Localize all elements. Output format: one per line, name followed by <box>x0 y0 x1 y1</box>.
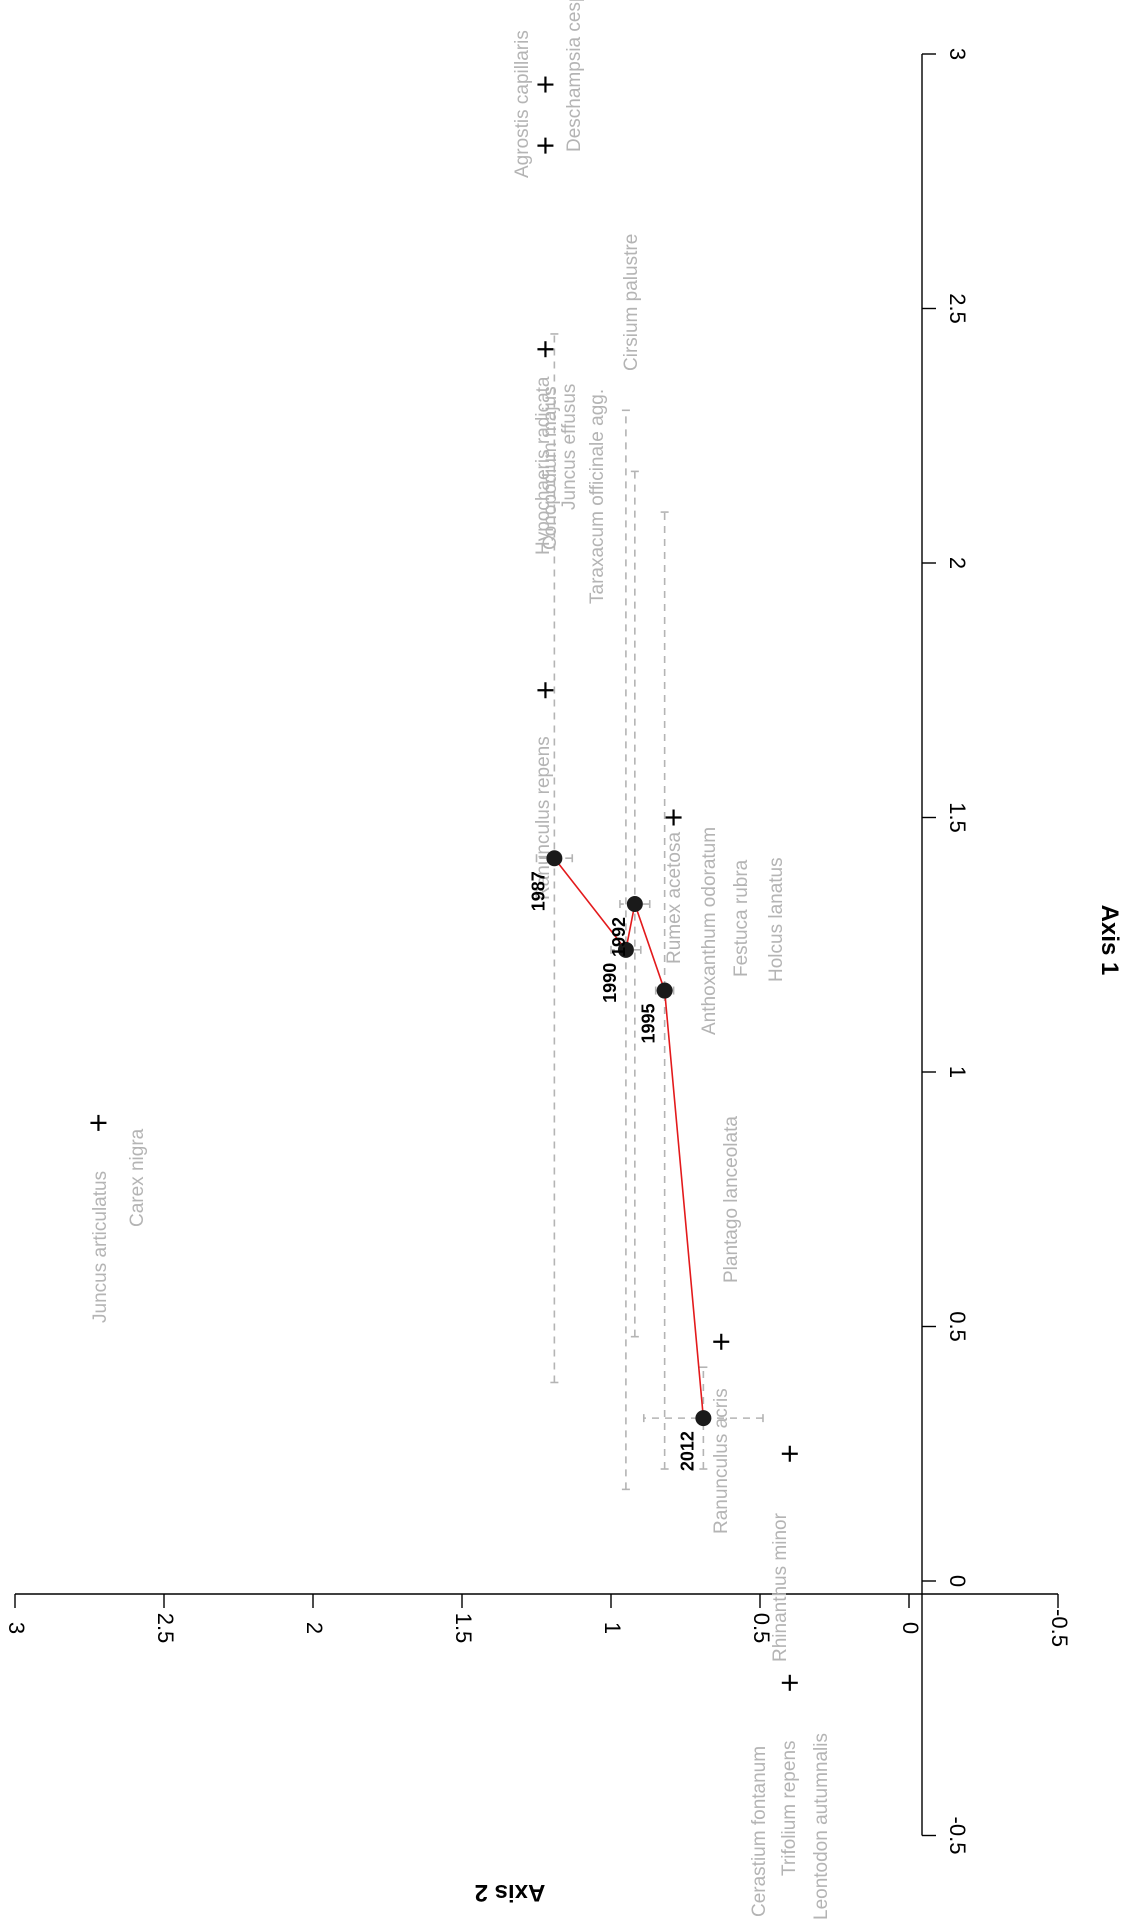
year-point-1995 <box>656 982 673 999</box>
species-label-anthoxanthum-odoratum: Anthoxanthum odoratum <box>699 827 720 1035</box>
year-point-1987 <box>546 850 563 867</box>
x-tick-label: 0 <box>945 1575 970 1587</box>
y-tick-label: 1 <box>600 1622 625 1634</box>
species-label-carex-nigra: Carex nigra <box>127 1128 148 1227</box>
species-label-juncus-articulatus: Juncus articulatus <box>90 1171 111 1323</box>
year-label-1987: 1987 <box>528 871 548 911</box>
y-tick-label: 2.5 <box>153 1613 178 1644</box>
x-tick-label: 2 <box>945 557 970 569</box>
x-tick-label: 1 <box>945 1066 970 1078</box>
year-point-1990 <box>617 941 634 958</box>
species-label-deschampsia-cespitosa: Deschampsia cespitosa <box>564 0 585 152</box>
species-label-rumex-acetosa: Rumex acetosa <box>664 832 685 964</box>
species-label-juncus-effusus: Juncus effusus <box>559 384 580 510</box>
y-tick-label: 0.5 <box>749 1613 774 1644</box>
x-tick-label: 1.5 <box>945 802 970 833</box>
year-point-2012 <box>695 1410 712 1427</box>
species-markers <box>90 76 798 1691</box>
species-label-agrostis-capillaris: Agrostis capillaris <box>512 30 533 178</box>
y-tick-label: 3 <box>4 1622 29 1634</box>
species-label-ranunculus-acris: Ranunculus acris <box>711 1388 732 1534</box>
year-label-2012: 2012 <box>677 1431 697 1471</box>
x-tick-label: 3 <box>945 48 970 60</box>
x-tick-label: 0.5 <box>945 1311 970 1342</box>
year-point-1992 <box>626 896 643 913</box>
x-tick-label: 2.5 <box>945 293 970 324</box>
year-label-1990: 1990 <box>600 963 620 1003</box>
year-label-1992: 1992 <box>609 917 629 957</box>
species-label-holcus-lanatus: Holcus lanatus <box>766 857 787 982</box>
species-label-taraxacum-officinale-agg: Taraxacum officinale agg. <box>587 389 608 604</box>
species-label-festuca-rubra: Festuca rubra <box>731 859 752 977</box>
x-tick-label: -0.5 <box>945 1817 970 1855</box>
year-points: 1987 1990 1992 1995 2012 <box>528 850 712 1471</box>
year-label-1995: 1995 <box>639 1004 659 1044</box>
species-label-trifolium-repens: Trifolium repens <box>779 1740 800 1876</box>
y-tick-label: 0 <box>898 1622 923 1634</box>
y-tick-label: 1.5 <box>451 1613 476 1644</box>
axes: -0.5 0 0.5 1 1.5 2 2.5 3 -0.5 0 0.5 1 1.5 2 2.5 3 <box>4 48 1072 1855</box>
x-axis-title: Axis 1 <box>1096 905 1123 976</box>
species-labels: Agrostis capillaris Conopodium majus Desch… <box>90 0 832 1920</box>
y-axis-title: Axis 2 <box>475 1879 546 1906</box>
species-label-cerastium-fontanum: Cerastium fontanum <box>749 1746 770 1917</box>
species-label-hypochaeris-radicata: Hypochaeris radicata <box>533 376 554 555</box>
species-label-conopodium-majus: Conopodium majus <box>540 386 561 550</box>
species-label-plantago-lanceolata: Plantago lanceolata <box>721 1116 742 1283</box>
species-label-leontodon-autumnalis: Leontodon autumnalis <box>811 1733 832 1920</box>
species-label-rhinanthus-minor: Rhinanthus minor <box>770 1512 791 1662</box>
y-tick-label: -0.5 <box>1047 1609 1072 1647</box>
y-tick-label: 2 <box>302 1622 327 1634</box>
species-label-cirsium-palustre: Cirsium palustre <box>621 234 642 371</box>
